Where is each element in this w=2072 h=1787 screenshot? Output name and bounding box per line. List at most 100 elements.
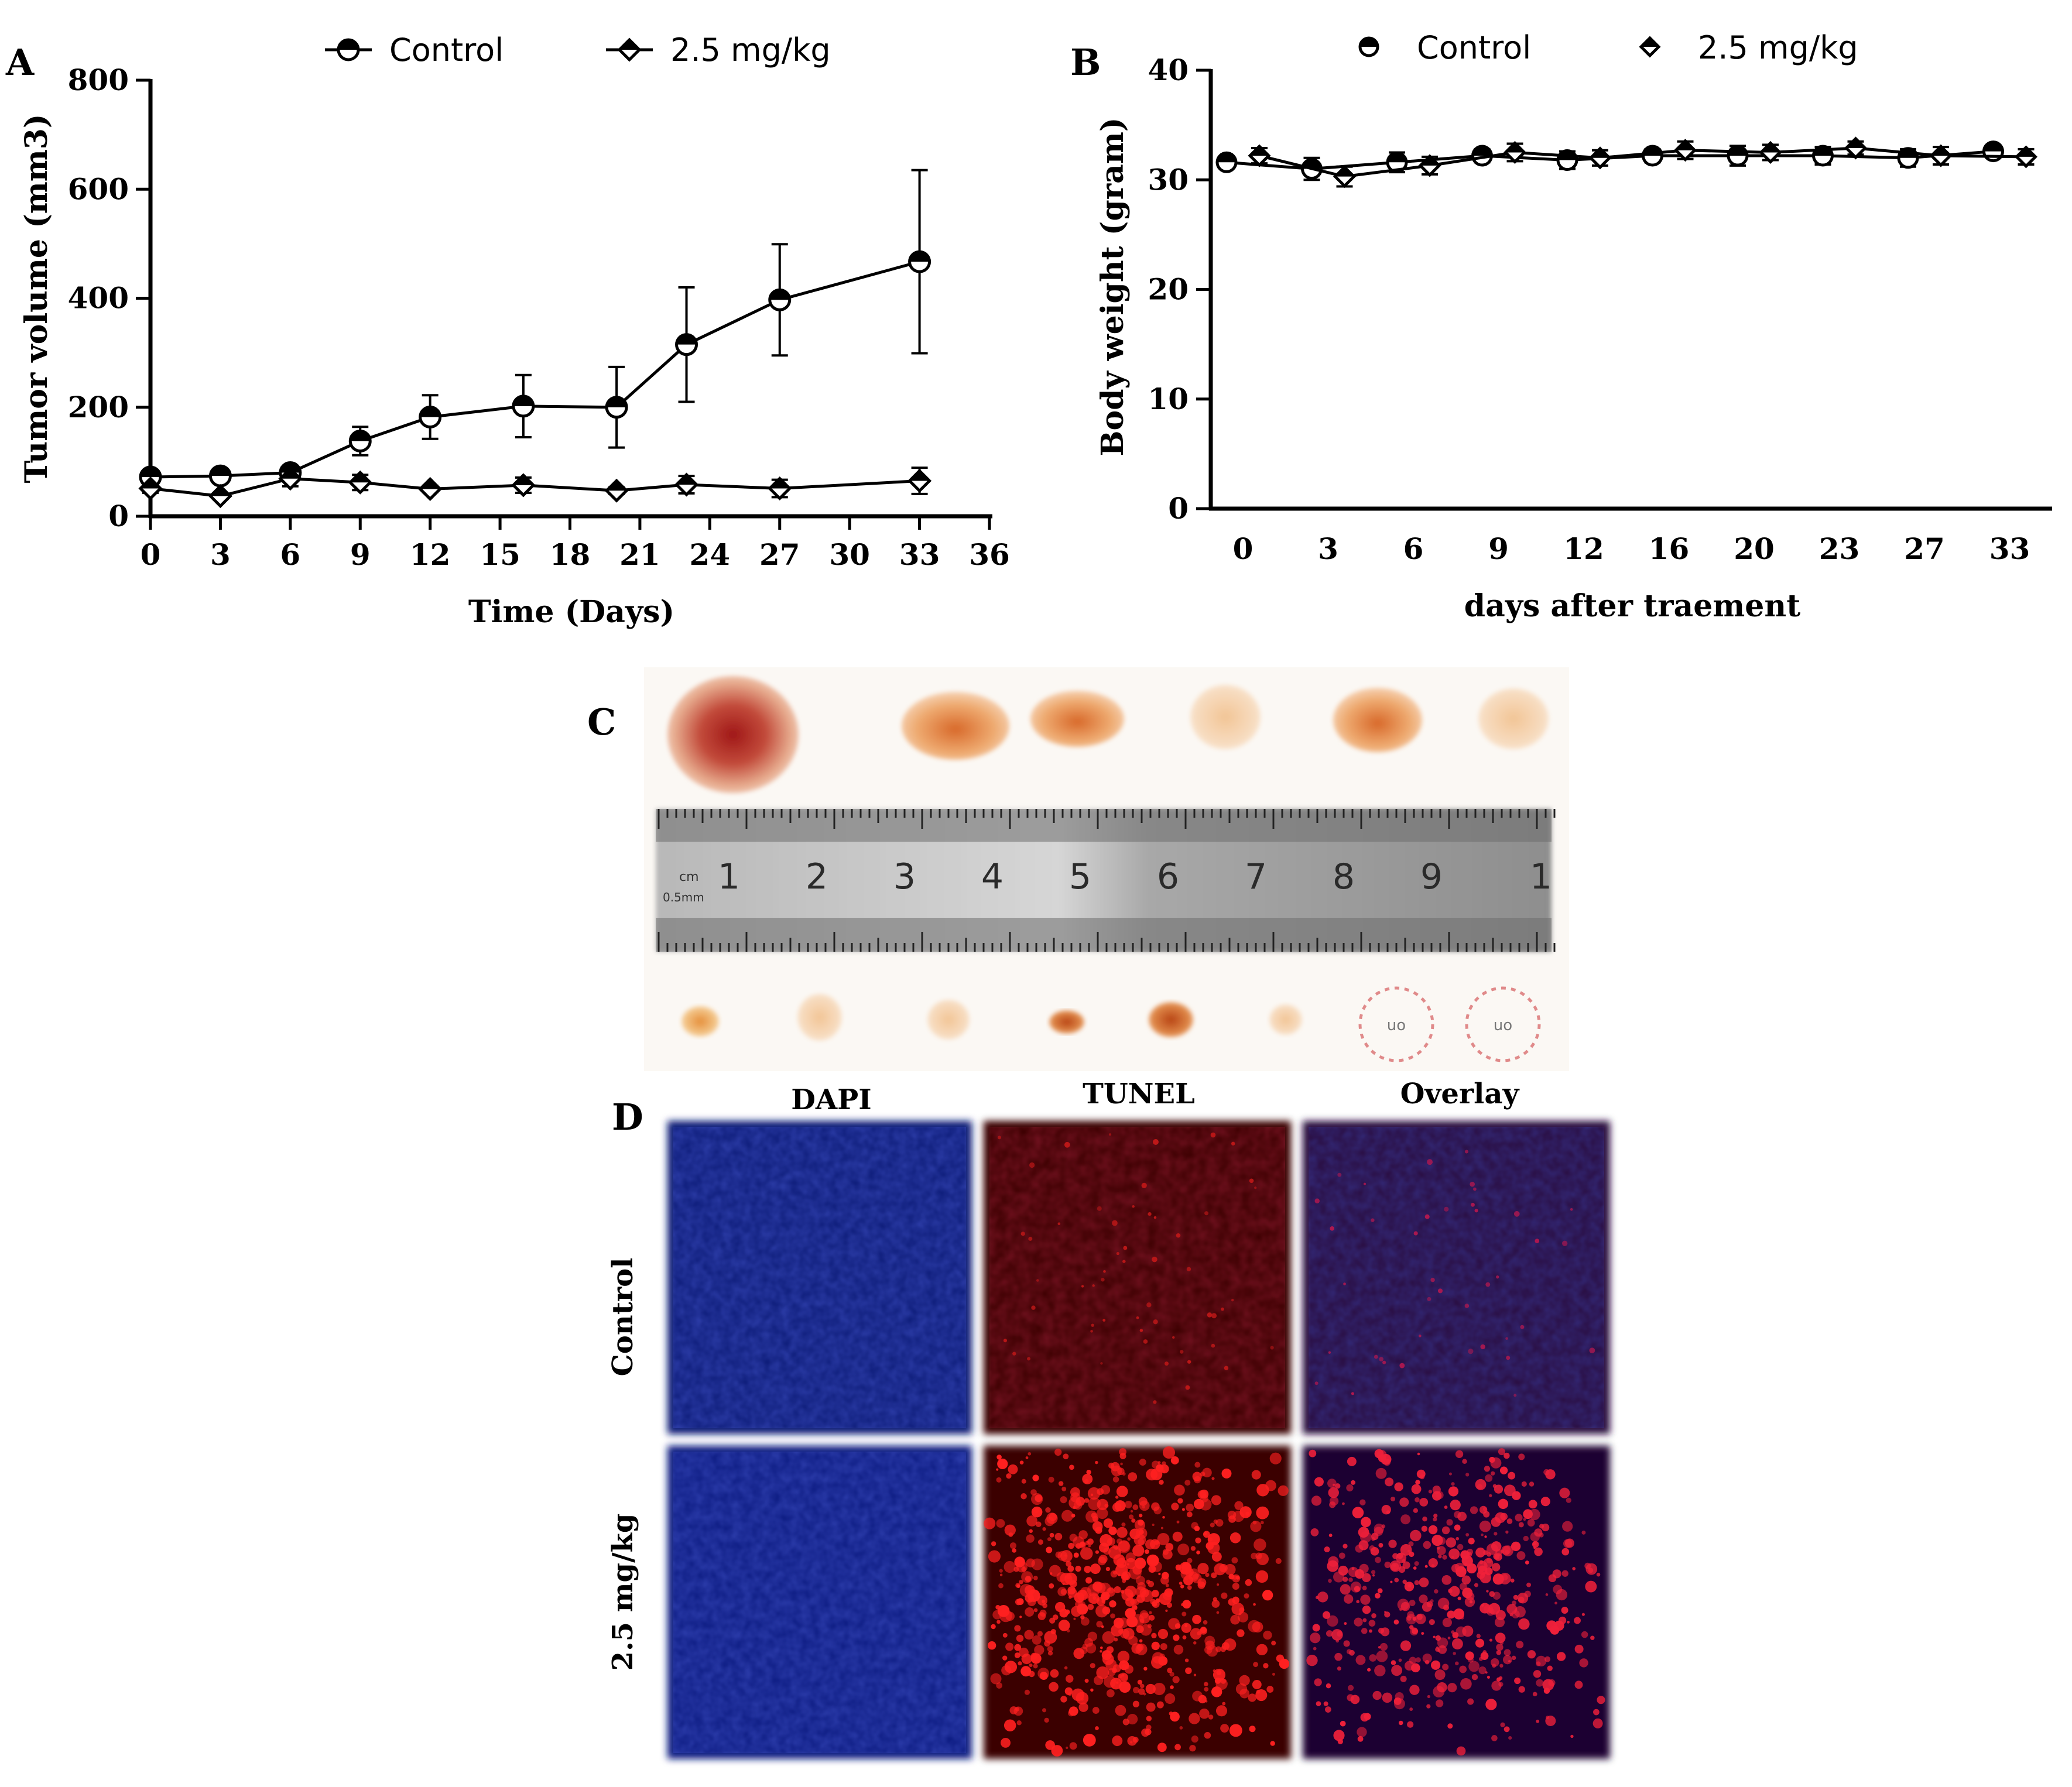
fluorescent-spot [1184, 1568, 1194, 1577]
fluorescent-spot [1533, 1546, 1536, 1549]
fluorescent-spot [1068, 1596, 1072, 1599]
chart-b-x-tick-label: 23 [1819, 531, 1860, 566]
fluorescent-spot [1327, 1615, 1338, 1627]
fluorescent-spot [1464, 1304, 1470, 1308]
fluorescent-spot [1347, 1694, 1354, 1702]
fluorescent-spot [1400, 1675, 1407, 1682]
fluorescent-spot [1081, 1285, 1084, 1288]
fluorescent-spot [1046, 1546, 1053, 1553]
fluorescent-spot [1133, 1599, 1140, 1606]
fluorescent-spot [1421, 1632, 1424, 1635]
fluorescent-spot [1352, 1507, 1364, 1518]
fluorescent-spot [1453, 1652, 1456, 1655]
fluorescent-spot [1496, 1644, 1504, 1651]
chart-b-body-weight: 0 3 6 9 12 16 20 23 27 33 0 10 20 30 40 days after tra… [1095, 29, 2052, 624]
fluorescent-spot [1216, 1611, 1220, 1614]
fluorescent-spot [1119, 1681, 1131, 1693]
fluorescent-spot [1496, 1649, 1502, 1655]
fluorescent-spot [1207, 1542, 1220, 1555]
chart-a-x-tick-label: 12 [410, 537, 451, 572]
fluorescent-spot [1132, 1737, 1139, 1743]
fluorescent-spot [1193, 1498, 1204, 1510]
fluorescent-spot [1182, 1600, 1191, 1609]
fluorescent-spot [1175, 1564, 1182, 1571]
fluorescent-spot [1136, 1625, 1144, 1633]
chart-b-legend: Control 2.5 mg/kg [1358, 29, 1858, 66]
fluorescent-spot [1450, 1499, 1461, 1511]
fluorescent-spot [1269, 1452, 1282, 1464]
chart-a-point [512, 395, 535, 418]
fluorescent-spot [1400, 1544, 1412, 1556]
fluorescent-spot [1556, 1652, 1566, 1661]
fluorescent-spot [1211, 1686, 1222, 1697]
fluorescent-spot [1221, 1307, 1224, 1311]
chart-a-x-tick-label: 15 [480, 537, 520, 572]
fluorescent-spot [1275, 1558, 1282, 1565]
fluorescent-spot [1266, 1686, 1274, 1693]
chart-a-x-tick-label: 21 [619, 537, 660, 572]
fluorescent-spot [1455, 1450, 1464, 1458]
ruler-num-7: 7 [1245, 856, 1267, 897]
chart-a-point [348, 470, 372, 495]
fluorescent-spot [1337, 1666, 1341, 1671]
fluorescent-spot [1581, 1631, 1588, 1638]
fluorescent-spot [1019, 1615, 1022, 1618]
fluorescent-spot [1037, 1595, 1047, 1606]
fluorescent-spot [1008, 1464, 1018, 1474]
fluorescent-spot [1029, 1162, 1035, 1168]
fluorescent-spot [1570, 1208, 1573, 1211]
fluorescent-spot [1495, 1632, 1506, 1644]
fluorescent-spot [1375, 1556, 1381, 1563]
fluorescent-spot [1442, 1663, 1449, 1671]
fluorescent-spot [1487, 1675, 1490, 1679]
fluorescent-spot [1186, 1511, 1193, 1518]
fluorescent-spot [1123, 1246, 1128, 1250]
fluorescent-spot [1469, 1600, 1473, 1604]
fluorescent-spot [1121, 1522, 1126, 1527]
fluorescent-spot [1115, 1704, 1126, 1716]
fluorescent-spot [1508, 1472, 1516, 1480]
chart-b-point [1588, 146, 1612, 170]
fluorescent-spot [1391, 1497, 1396, 1502]
fluorescent-spot [1141, 1182, 1147, 1188]
fluorescent-spot [1527, 1519, 1535, 1527]
fluorescent-spot [1570, 1734, 1574, 1738]
fluorescent-spot [1047, 1651, 1053, 1656]
fluorescent-spot [1478, 1666, 1487, 1675]
fluorescent-spot [1064, 1609, 1070, 1615]
fluorescent-spot [1184, 1480, 1191, 1486]
fluorescent-spot [1495, 1512, 1506, 1524]
fluorescent-spot [1145, 1683, 1156, 1695]
fluorescent-spot [1047, 1646, 1053, 1652]
chart-b-point [1929, 144, 1953, 167]
fluorescent-spot [1562, 1240, 1568, 1246]
fluorescent-spot [1162, 1515, 1165, 1519]
chart-b-x-tick-label: 20 [1734, 531, 1775, 566]
fluorescent-spot [1138, 1688, 1145, 1695]
fluorescent-spot [1158, 1572, 1161, 1576]
fluorescent-spot [1272, 1672, 1275, 1676]
fluorescent-spot [1146, 1716, 1152, 1721]
fluorescent-spot [1385, 1477, 1394, 1487]
fluorescent-spot [1061, 1510, 1074, 1522]
fluorescent-spot [1204, 1731, 1211, 1739]
fluorescent-spot [1596, 1572, 1601, 1577]
fluorescent-spot [1080, 1615, 1085, 1620]
fluorescent-spot [1096, 1597, 1106, 1606]
fluorescent-spot [1080, 1697, 1084, 1701]
chart-a-point [208, 464, 232, 488]
fluorescent-spot [1014, 1625, 1021, 1632]
fluorescent-spot [1427, 1695, 1430, 1699]
fluorescent-spot [1349, 1649, 1355, 1656]
chart-a-x-tick-label: 36 [969, 537, 1010, 572]
fluorescent-spot [1068, 1706, 1078, 1716]
fluorescent-spot [1151, 1502, 1160, 1511]
fluorescent-spot [1044, 1717, 1049, 1723]
image-control-overlay [1303, 1121, 1610, 1434]
fluorescent-spot [1328, 1487, 1339, 1498]
fluorescent-spot [1506, 1604, 1518, 1615]
fluorescent-spot [1427, 1159, 1433, 1165]
fluorescent-spot [1465, 1651, 1474, 1661]
fluorescent-spot [1211, 1495, 1222, 1505]
ruler-top-scale [656, 809, 1552, 842]
